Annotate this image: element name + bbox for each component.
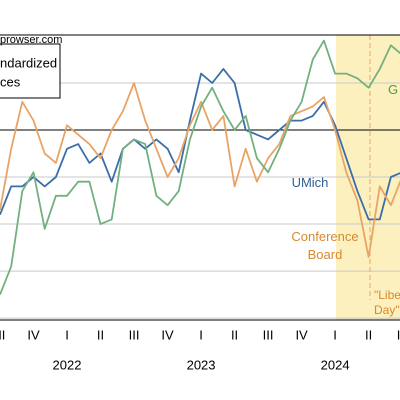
x-tick-label: I — [333, 327, 337, 342]
series-line — [0, 39, 400, 295]
annotation: Day" — [374, 303, 400, 317]
x-tick-label: IV — [161, 327, 174, 342]
x-tick-label: III — [263, 327, 274, 342]
x-tick-label: III — [0, 327, 5, 342]
x-tick-label: IV — [27, 327, 40, 342]
year-label: 2022 — [53, 357, 82, 372]
x-tick-label: II — [365, 327, 372, 342]
series-label: Conference Board — [291, 229, 359, 262]
legend-text: ces — [0, 74, 21, 89]
legend-text: ndardized — [0, 55, 57, 70]
source: prowser.com — [0, 34, 62, 46]
series-line — [0, 68, 400, 221]
x-tick-label: III — [397, 327, 400, 342]
year-label: 2023 — [187, 357, 216, 372]
series-label: G — [388, 82, 399, 97]
x-tick-label: III — [129, 327, 140, 342]
x-tick-label: IV — [295, 327, 308, 342]
x-tick-label: II — [97, 327, 104, 342]
x-tick-label: II — [231, 327, 238, 342]
year-label: 2024 — [321, 357, 350, 372]
annotation: "Libe — [374, 288, 400, 302]
x-tick-label: I — [199, 327, 203, 342]
series-label: UMich — [291, 175, 329, 190]
legend-box — [0, 43, 61, 99]
series-line — [0, 82, 400, 258]
x-tick-label: I — [65, 327, 69, 342]
